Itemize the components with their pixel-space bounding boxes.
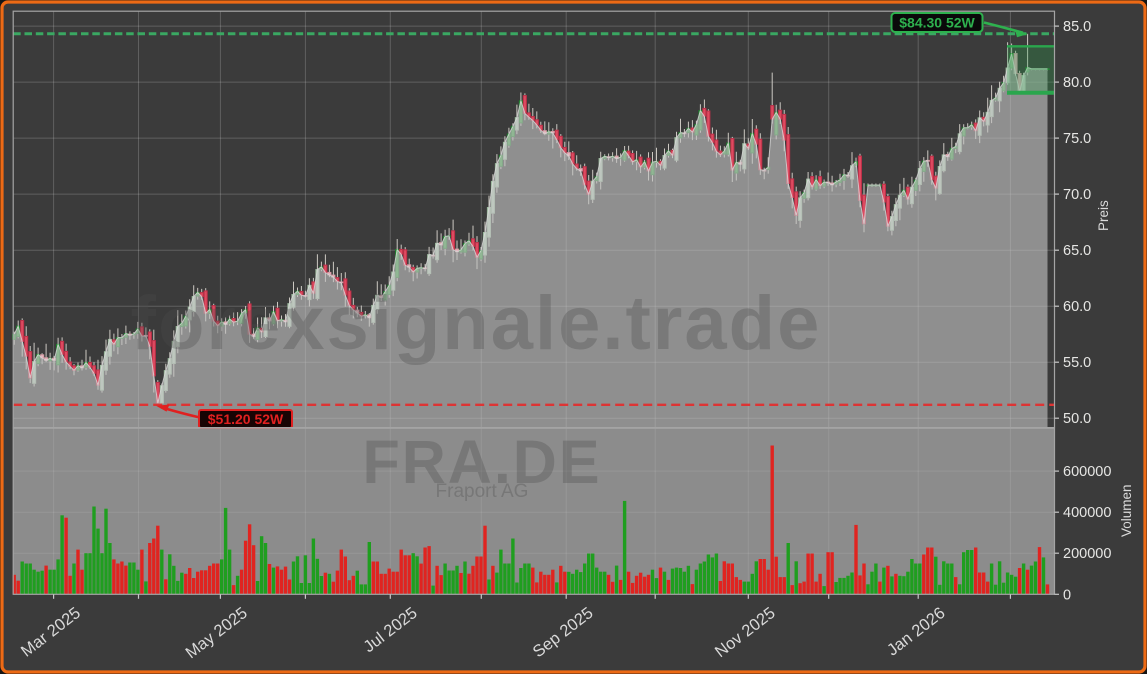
svg-text:70.0: 70.0: [1063, 187, 1091, 203]
svg-text:80.0: 80.0: [1063, 75, 1091, 91]
svg-text:FRA.DE: FRA.DE: [362, 428, 601, 496]
svg-text:$51.20 52W: $51.20 52W: [208, 411, 284, 427]
svg-text:Fraport AG: Fraport AG: [436, 481, 529, 502]
svg-text:Volumen: Volumen: [1119, 484, 1134, 537]
svg-text:55.0: 55.0: [1063, 355, 1091, 371]
svg-text:0: 0: [1063, 587, 1071, 603]
svg-text:85.0: 85.0: [1063, 19, 1091, 35]
svg-text:50.0: 50.0: [1063, 411, 1091, 427]
svg-text:forexsignale.trade: forexsignale.trade: [131, 281, 822, 366]
svg-text:75.0: 75.0: [1063, 131, 1091, 147]
svg-text:60.0: 60.0: [1063, 299, 1091, 315]
svg-text:600000: 600000: [1063, 464, 1111, 480]
svg-text:65.0: 65.0: [1063, 243, 1091, 259]
svg-text:Preis: Preis: [1096, 200, 1111, 231]
svg-text:400000: 400000: [1063, 505, 1111, 521]
svg-text:$84.30 52W: $84.30 52W: [899, 15, 975, 31]
svg-text:200000: 200000: [1063, 546, 1111, 562]
